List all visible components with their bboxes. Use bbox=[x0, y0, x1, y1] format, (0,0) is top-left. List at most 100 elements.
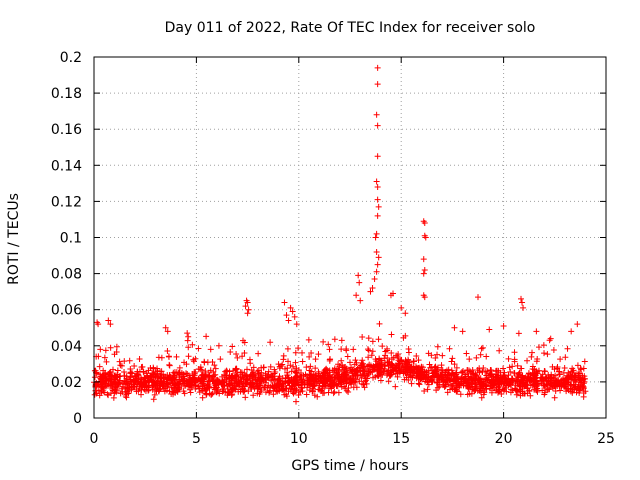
data-point bbox=[483, 386, 490, 393]
data-point bbox=[183, 361, 190, 368]
data-point bbox=[341, 369, 348, 376]
data-point bbox=[323, 365, 330, 372]
data-point bbox=[164, 372, 171, 379]
data-point bbox=[365, 362, 372, 369]
data-point bbox=[346, 359, 353, 366]
data-point bbox=[315, 351, 322, 358]
data-point bbox=[246, 356, 253, 363]
data-point bbox=[353, 369, 360, 376]
data-point bbox=[266, 388, 273, 395]
data-point bbox=[151, 391, 158, 398]
data-point bbox=[388, 361, 395, 368]
data-point bbox=[98, 389, 105, 396]
y-tick-label: 0.16 bbox=[51, 122, 82, 138]
data-point bbox=[579, 372, 586, 379]
data-point bbox=[411, 358, 417, 365]
data-point bbox=[238, 369, 245, 376]
data-point bbox=[373, 248, 380, 255]
data-point bbox=[534, 382, 541, 389]
data-point bbox=[520, 304, 527, 311]
data-point bbox=[303, 364, 310, 371]
data-point bbox=[541, 376, 548, 383]
data-point bbox=[539, 371, 546, 378]
data-point bbox=[404, 369, 411, 376]
data-point bbox=[420, 256, 427, 263]
data-point bbox=[419, 364, 426, 371]
data-point bbox=[100, 385, 107, 392]
data-point bbox=[515, 372, 522, 379]
data-point bbox=[299, 378, 306, 385]
data-point bbox=[206, 372, 213, 379]
data-point bbox=[376, 356, 383, 363]
data-point bbox=[143, 379, 150, 386]
data-point bbox=[327, 383, 334, 390]
data-point bbox=[285, 388, 292, 395]
data-point bbox=[151, 380, 158, 387]
data-point bbox=[511, 349, 518, 356]
data-point bbox=[254, 383, 261, 390]
data-point bbox=[91, 374, 98, 381]
data-point bbox=[375, 336, 382, 343]
data-point bbox=[374, 183, 381, 190]
data-point bbox=[168, 384, 175, 391]
data-point bbox=[102, 347, 109, 354]
data-point bbox=[501, 387, 508, 394]
data-point bbox=[551, 394, 558, 401]
data-point bbox=[167, 373, 174, 380]
data-point bbox=[434, 351, 441, 358]
data-point bbox=[227, 349, 234, 356]
data-point bbox=[548, 371, 555, 378]
data-point bbox=[131, 362, 138, 369]
data-point bbox=[170, 389, 177, 396]
data-point bbox=[523, 381, 530, 388]
data-point bbox=[471, 387, 478, 394]
data-point bbox=[451, 361, 458, 368]
data-point bbox=[162, 324, 169, 331]
data-point bbox=[231, 380, 238, 387]
data-point bbox=[407, 366, 414, 373]
data-point bbox=[326, 357, 333, 364]
data-point bbox=[233, 372, 240, 379]
y-tick-labels: 0 0.02 0.04 0.06 0.08 0.1 0.12 0.14 0.16 0.18 0.2 bbox=[51, 50, 82, 427]
data-point bbox=[516, 382, 523, 389]
data-point bbox=[267, 363, 274, 370]
data-point bbox=[509, 387, 516, 394]
data-point bbox=[375, 203, 382, 210]
x-tick-label: 0 bbox=[90, 431, 99, 447]
data-point bbox=[525, 370, 532, 377]
data-point bbox=[374, 212, 381, 219]
data-point bbox=[449, 382, 456, 389]
data-point bbox=[244, 366, 251, 373]
data-point bbox=[552, 372, 559, 379]
data-point bbox=[326, 346, 333, 353]
data-point bbox=[560, 369, 567, 376]
data-point bbox=[198, 367, 205, 374]
data-point bbox=[568, 328, 575, 335]
data-point bbox=[479, 344, 486, 351]
data-point bbox=[111, 351, 118, 358]
data-point bbox=[128, 386, 135, 393]
data-point bbox=[364, 368, 371, 375]
data-point bbox=[265, 368, 272, 375]
data-point bbox=[97, 346, 104, 353]
data-point bbox=[496, 387, 503, 394]
data-point bbox=[145, 367, 152, 374]
data-point bbox=[139, 384, 146, 391]
data-point bbox=[373, 111, 380, 118]
data-point bbox=[114, 367, 121, 374]
data-point bbox=[336, 373, 343, 380]
data-point bbox=[199, 394, 206, 401]
data-points bbox=[91, 64, 589, 405]
data-point bbox=[474, 376, 481, 383]
data-point bbox=[535, 344, 542, 351]
data-point bbox=[275, 361, 282, 368]
data-point bbox=[495, 384, 502, 391]
data-point bbox=[180, 376, 187, 383]
data-point bbox=[271, 366, 278, 373]
data-point bbox=[215, 342, 222, 349]
data-point bbox=[384, 359, 391, 366]
x-tick-label: 20 bbox=[495, 431, 513, 447]
x-tick-label: 25 bbox=[597, 431, 615, 447]
data-point bbox=[463, 350, 470, 357]
data-point bbox=[212, 365, 219, 372]
